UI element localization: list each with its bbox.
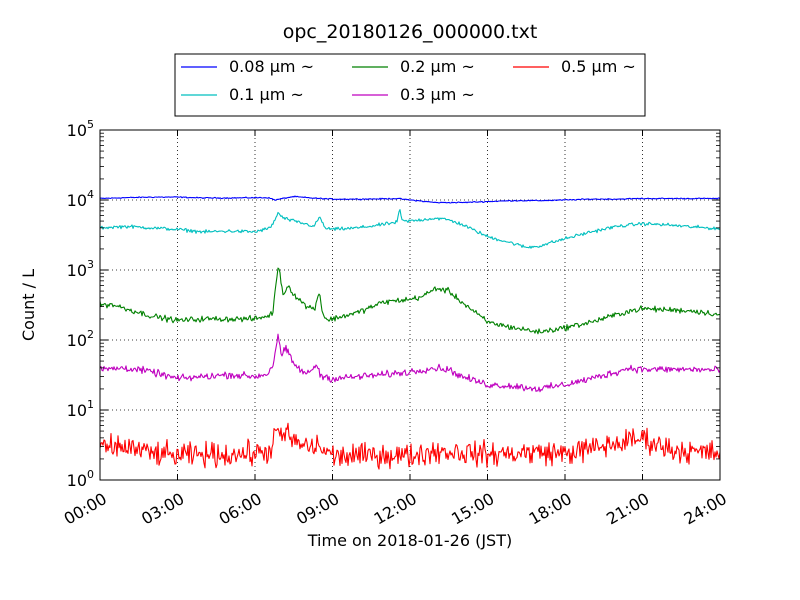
ticks: 00:00 03:00 06:00 09:00 12:00 15:00 18:00 21:00… — [61, 118, 730, 529]
chart-title: opc_20180126_000000.txt — [283, 21, 538, 43]
y-tick-label: 104 — [67, 188, 94, 210]
y-tick-base: 10 — [67, 401, 87, 420]
series-line-2 — [100, 267, 720, 335]
legend-label-3: 0.3 μm ~ — [400, 85, 475, 104]
y-tick-exponent: 4 — [87, 188, 94, 201]
y-tick-label: 103 — [67, 258, 94, 280]
y-tick-label: 102 — [67, 328, 94, 350]
y-tick-base: 10 — [67, 471, 87, 490]
legend-label-2: 0.2 μm ~ — [400, 57, 475, 76]
legend-label-1: 0.1 μm ~ — [229, 85, 304, 104]
y-tick-label: 101 — [67, 398, 94, 420]
x-tick-label: 06:00 — [216, 489, 265, 529]
x-tick-label: 12:00 — [371, 489, 420, 529]
series-line-0 — [100, 195, 720, 204]
legend: 0.08 μm ~ 0.1 μm ~ 0.2 μm ~ 0.3 μm ~ 0.5 μm … — [174, 53, 646, 117]
y-tick-base: 10 — [67, 261, 87, 280]
x-axis-label: Time on 2018-01-26 (JST) — [307, 531, 512, 550]
y-tick-exponent: 2 — [87, 328, 94, 341]
legend-box — [174, 53, 646, 117]
grid — [100, 130, 720, 480]
x-tick-label: 21:00 — [603, 489, 652, 529]
y-tick-base: 10 — [67, 121, 87, 140]
series-lines — [100, 195, 720, 470]
y-tick-base: 10 — [67, 331, 87, 350]
y-tick-exponent: 5 — [87, 118, 94, 131]
x-tick-label: 18:00 — [526, 489, 575, 529]
series-line-3 — [100, 333, 720, 393]
x-tick-label: 03:00 — [138, 489, 187, 529]
y-axis-label: Count / L — [19, 269, 38, 341]
x-tick-label: 00:00 — [61, 489, 110, 529]
y-tick-exponent: 1 — [87, 398, 94, 411]
x-tick-label: 09:00 — [293, 489, 342, 529]
series-line-4 — [100, 422, 720, 470]
x-tick-label: 24:00 — [681, 489, 730, 529]
legend-label-4: 0.5 μm ~ — [561, 57, 636, 76]
y-tick-label: 100 — [67, 468, 94, 490]
x-tick-label: 15:00 — [448, 489, 497, 529]
plot-area: 00:00 03:00 06:00 09:00 12:00 15:00 18:00 21:00… — [61, 118, 730, 529]
y-tick-exponent: 3 — [87, 258, 94, 271]
y-tick-exponent: 0 — [87, 468, 94, 481]
series-line-1 — [100, 209, 720, 249]
legend-label-0: 0.08 μm ~ — [229, 57, 314, 76]
y-tick-label: 105 — [67, 118, 94, 140]
y-tick-base: 10 — [67, 191, 87, 210]
